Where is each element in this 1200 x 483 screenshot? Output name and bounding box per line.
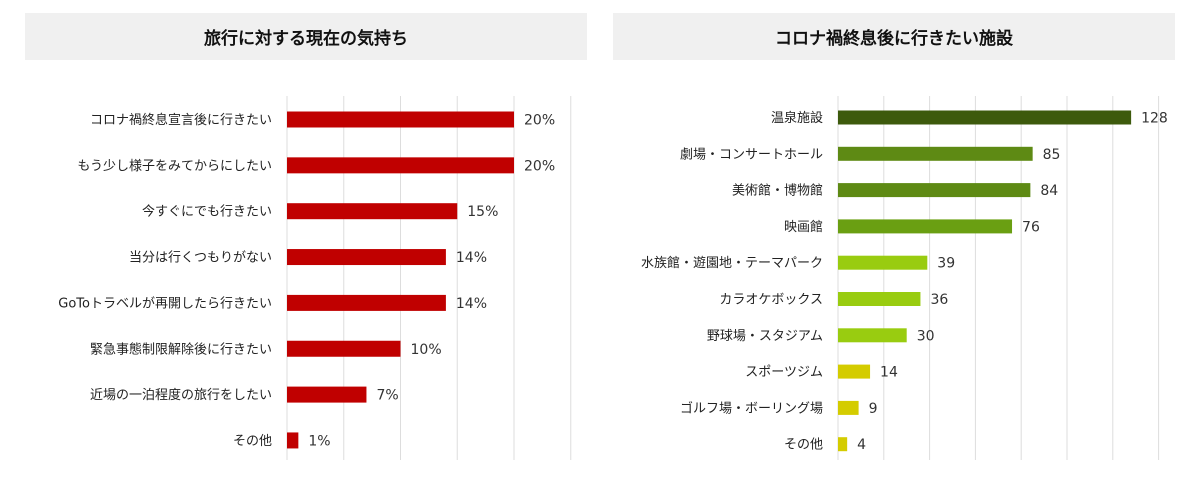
- left-bar: [287, 294, 446, 311]
- right-category-label: ゴルフ場・ボーリング場: [680, 400, 823, 416]
- left-category-label: 当分は行くつもりがない: [129, 251, 272, 266]
- right-value-label: 76: [1022, 219, 1040, 235]
- right-value-label: 36: [930, 292, 948, 308]
- right-category-label: 劇場・コンサートホール: [680, 147, 823, 162]
- left-value-label: 14%: [456, 296, 487, 312]
- right-bar: [838, 183, 1031, 198]
- left-value-label: 20%: [524, 113, 555, 129]
- left-category-label: GoToトラベルが再開したら行きたい: [58, 296, 272, 311]
- right-bar: [838, 292, 921, 306]
- right-bar: [838, 328, 907, 343]
- right-bar: [838, 146, 1033, 161]
- left-bar: [287, 203, 458, 220]
- right-category-label: 映画館: [784, 220, 823, 235]
- right-bar: [838, 255, 928, 270]
- right-category-label: その他: [784, 438, 823, 453]
- right-value-label: 30: [917, 328, 935, 344]
- right-bar: [838, 437, 848, 452]
- right-chart-title: コロナ禍終息後に行きたい施設: [613, 13, 1175, 60]
- right-category-label: スポーツジム: [745, 365, 823, 380]
- left-category-label: 緊急事態制限解除後に行きたい: [90, 341, 272, 357]
- left-chart-title: 旅行に対する現在の気持ち: [25, 13, 587, 60]
- right-value-label: 9: [869, 401, 878, 417]
- right-bar: [838, 110, 1132, 125]
- right-value-label: 14: [880, 365, 898, 381]
- left-value-label: 14%: [456, 250, 487, 266]
- left-value-label: 7%: [376, 388, 398, 404]
- left-category-label: コロナ禍終息宣言後に行きたい: [90, 112, 272, 128]
- left-category-label: その他: [233, 434, 272, 449]
- left-bar: [287, 386, 367, 403]
- left-category-label: もう少し様子をみてからにしたい: [77, 159, 272, 174]
- right-bar: [838, 219, 1013, 234]
- left-category-label: 近場の一泊程度の旅行をしたい: [90, 387, 272, 403]
- right-category-label: 野球場・スタジアム: [707, 329, 823, 344]
- left-bar: [287, 249, 446, 266]
- right-value-label: 84: [1040, 183, 1058, 199]
- right-value-label: 85: [1043, 147, 1061, 163]
- right-value-label: 39: [937, 256, 955, 272]
- left-bar: [287, 111, 514, 128]
- left-value-label: 10%: [411, 342, 442, 358]
- right-category-label: 美術館・博物館: [732, 184, 823, 199]
- right-value-label: 128: [1141, 111, 1168, 127]
- left-value-label: 15%: [467, 204, 498, 220]
- left-bar: [287, 432, 299, 449]
- right-category-label: 温泉施設: [771, 110, 823, 126]
- left-value-label: 20%: [524, 158, 555, 174]
- right-value-label: 4: [857, 437, 866, 453]
- right-bar: [838, 400, 859, 415]
- right-category-label: 水族館・遊園地・テーマパーク: [641, 255, 823, 271]
- left-bar: [287, 340, 401, 357]
- right-bar: [838, 364, 871, 379]
- left-bar: [287, 157, 514, 174]
- right-category-label: カラオケボックス: [719, 293, 823, 308]
- left-value-label: 1%: [308, 433, 330, 449]
- left-category-label: 今すぐにでも行きたい: [142, 204, 272, 220]
